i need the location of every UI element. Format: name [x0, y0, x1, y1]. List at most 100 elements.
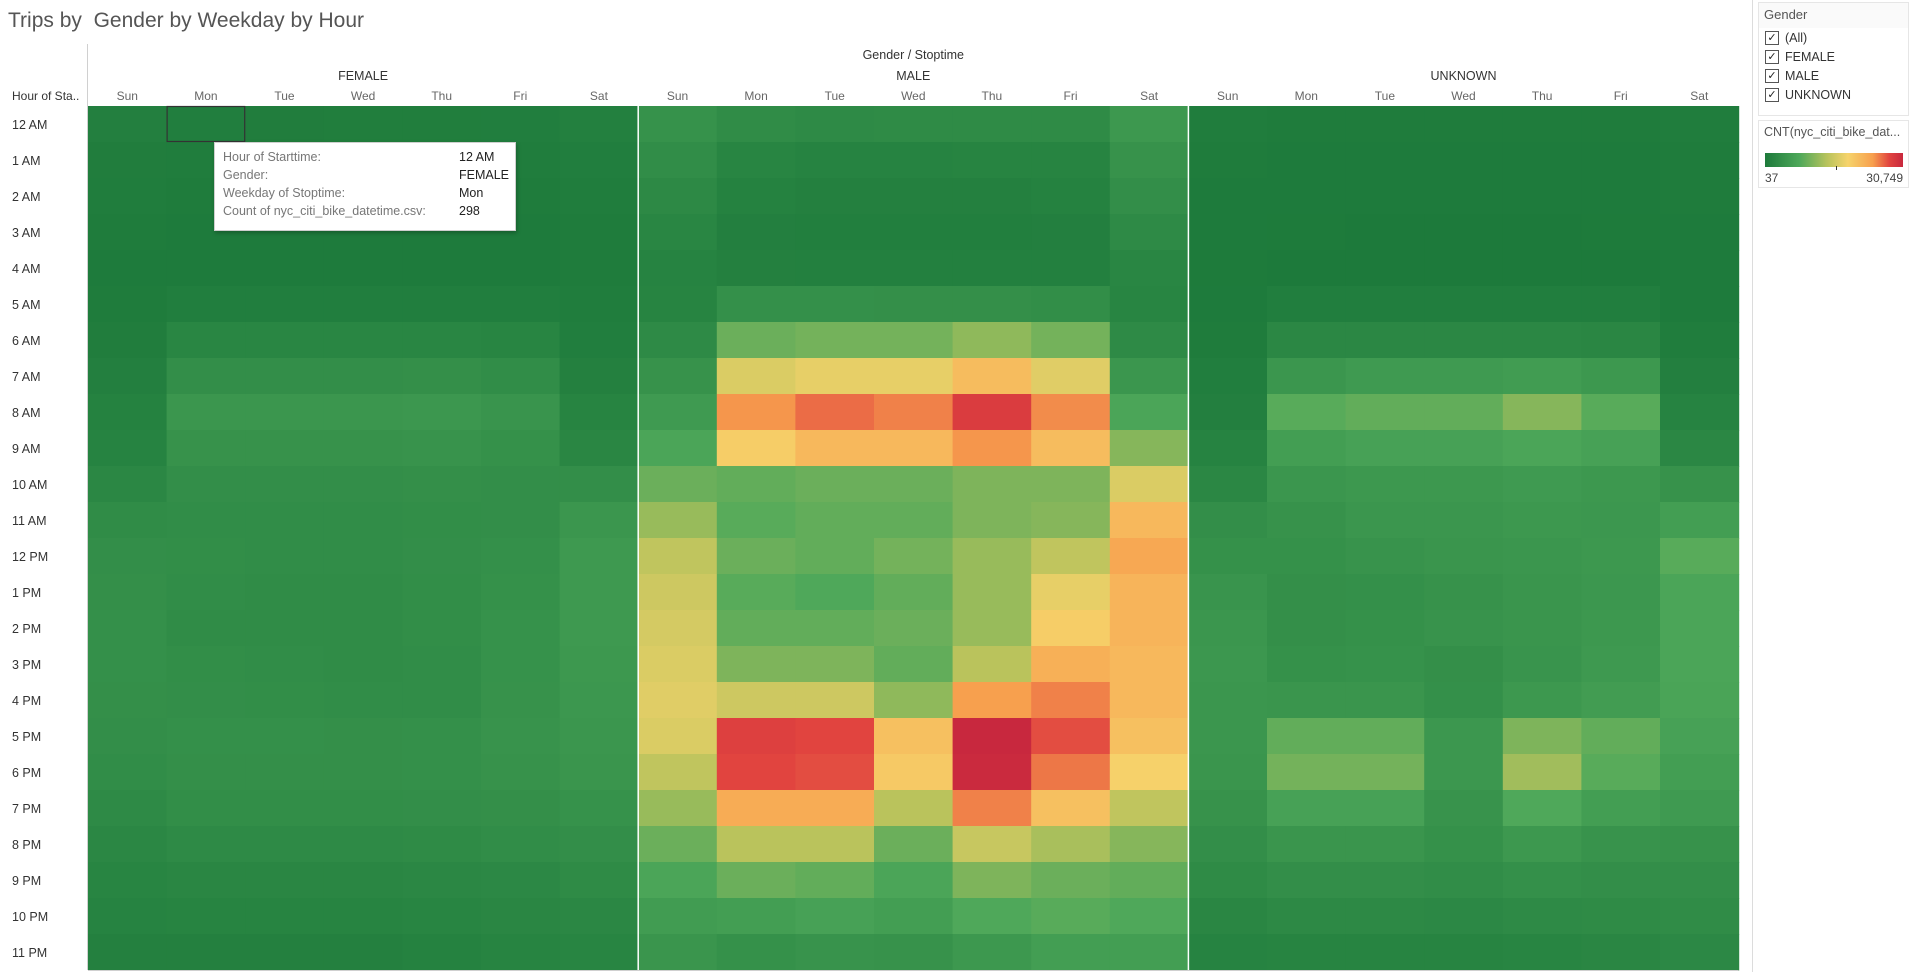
heatmap-cell[interactable] [402, 826, 482, 863]
heatmap-cell[interactable] [1109, 574, 1189, 611]
heatmap-cell[interactable] [1345, 142, 1425, 179]
heatmap-cell[interactable] [245, 250, 325, 287]
heatmap-cell[interactable] [1109, 430, 1189, 467]
heatmap-cell[interactable] [1424, 142, 1504, 179]
heatmap-cell[interactable] [1188, 178, 1268, 215]
heatmap-cell[interactable] [559, 214, 639, 251]
heatmap-cell[interactable] [1031, 862, 1111, 899]
heatmap-cell[interactable] [1031, 826, 1111, 863]
heatmap-cell[interactable] [1267, 718, 1347, 755]
heatmap-cell[interactable] [1502, 754, 1582, 791]
heatmap-cell[interactable] [559, 538, 639, 575]
heatmap-cell[interactable] [1345, 790, 1425, 827]
heatmap-cell[interactable] [1502, 502, 1582, 539]
heatmap-cell[interactable] [1660, 610, 1740, 647]
heatmap-cell[interactable] [1424, 826, 1504, 863]
heatmap-cell[interactable] [1424, 610, 1504, 647]
heatmap-cell[interactable] [1031, 106, 1111, 143]
heatmap-cell[interactable] [638, 862, 718, 899]
heatmap-cell[interactable] [481, 574, 561, 611]
heatmap-area[interactable]: Gender / Stoptime FEMALE Sun Mon Tue Wed Thu Fr… [0, 44, 1760, 972]
heatmap-cell[interactable] [166, 286, 246, 323]
heatmap-cell[interactable] [323, 682, 403, 719]
heatmap-cell[interactable] [716, 538, 796, 575]
heatmap-cell[interactable] [559, 790, 639, 827]
heatmap-cell[interactable] [245, 934, 325, 971]
heatmap-cell[interactable] [88, 142, 168, 179]
heatmap-cell[interactable] [88, 466, 168, 503]
heatmap-cell[interactable] [1188, 250, 1268, 287]
heatmap-cell[interactable] [481, 682, 561, 719]
heatmap-cell[interactable] [323, 358, 403, 395]
heatmap-cell[interactable] [1581, 214, 1661, 251]
heatmap-cell[interactable] [1502, 286, 1582, 323]
heatmap-cell[interactable] [1188, 214, 1268, 251]
heatmap-cell[interactable] [716, 754, 796, 791]
heatmap-cell[interactable] [874, 430, 954, 467]
heatmap-cell[interactable] [166, 430, 246, 467]
heatmap-cell[interactable] [952, 934, 1032, 971]
heatmap-cell[interactable] [952, 358, 1032, 395]
heatmap-cell[interactable] [874, 322, 954, 359]
heatmap-cell[interactable] [716, 466, 796, 503]
heatmap-cell[interactable] [166, 394, 246, 431]
heatmap-cell[interactable] [166, 502, 246, 539]
heatmap-cell[interactable] [952, 106, 1032, 143]
heatmap-cell[interactable] [952, 790, 1032, 827]
heatmap-cell[interactable] [1109, 322, 1189, 359]
heatmap-cell[interactable] [323, 826, 403, 863]
heatmap-cell[interactable] [1345, 430, 1425, 467]
heatmap-cell[interactable] [323, 394, 403, 431]
heatmap-cell[interactable] [402, 358, 482, 395]
heatmap-cell[interactable] [1581, 466, 1661, 503]
heatmap-cell[interactable] [1424, 358, 1504, 395]
heatmap-cell[interactable] [88, 574, 168, 611]
heatmap-cell[interactable] [1660, 682, 1740, 719]
heatmap-cell[interactable] [559, 682, 639, 719]
heatmap-cell[interactable] [795, 502, 875, 539]
heatmap-cell[interactable] [1502, 250, 1582, 287]
heatmap-cell[interactable] [1267, 574, 1347, 611]
heatmap-cell[interactable] [716, 106, 796, 143]
heatmap-cell[interactable] [1031, 358, 1111, 395]
heatmap-cell[interactable] [1267, 466, 1347, 503]
heatmap-cell[interactable] [559, 718, 639, 755]
heatmap-cell[interactable] [874, 250, 954, 287]
heatmap-cell[interactable] [1660, 754, 1740, 791]
heatmap-cell[interactable] [716, 322, 796, 359]
heatmap-cell[interactable] [559, 430, 639, 467]
heatmap-cell[interactable] [1502, 394, 1582, 431]
heatmap-cell[interactable] [1660, 790, 1740, 827]
heatmap-cell[interactable] [1581, 862, 1661, 899]
heatmap-cell[interactable] [795, 394, 875, 431]
heatmap-cell[interactable] [1660, 646, 1740, 683]
heatmap-cell[interactable] [1502, 538, 1582, 575]
heatmap-cell[interactable] [1031, 718, 1111, 755]
heatmap-cell[interactable] [1031, 790, 1111, 827]
heatmap-cell[interactable] [402, 934, 482, 971]
heatmap-cell[interactable] [88, 106, 168, 143]
heatmap-cell[interactable] [1660, 250, 1740, 287]
heatmap-cell[interactable] [1031, 250, 1111, 287]
heatmap-cell[interactable] [402, 682, 482, 719]
heatmap-cell[interactable] [1660, 214, 1740, 251]
heatmap-cell[interactable] [1109, 394, 1189, 431]
heatmap-cell[interactable] [88, 682, 168, 719]
heatmap-cell[interactable] [1660, 826, 1740, 863]
heatmap-cell[interactable] [1581, 502, 1661, 539]
heatmap-cell[interactable] [1424, 286, 1504, 323]
heatmap-cell[interactable] [1031, 934, 1111, 971]
heatmap-cell[interactable] [1660, 178, 1740, 215]
heatmap-cell[interactable] [481, 934, 561, 971]
heatmap-cell[interactable] [795, 322, 875, 359]
heatmap-cell[interactable] [874, 106, 954, 143]
heatmap-cell[interactable] [1031, 430, 1111, 467]
heatmap-cell[interactable] [88, 754, 168, 791]
heatmap-cell[interactable] [874, 646, 954, 683]
heatmap-cell[interactable] [1109, 682, 1189, 719]
heatmap-cell[interactable] [1502, 826, 1582, 863]
heatmap-cell[interactable] [1424, 502, 1504, 539]
heatmap-cell[interactable] [481, 754, 561, 791]
heatmap-cell[interactable] [245, 286, 325, 323]
heatmap-cell[interactable] [1424, 538, 1504, 575]
